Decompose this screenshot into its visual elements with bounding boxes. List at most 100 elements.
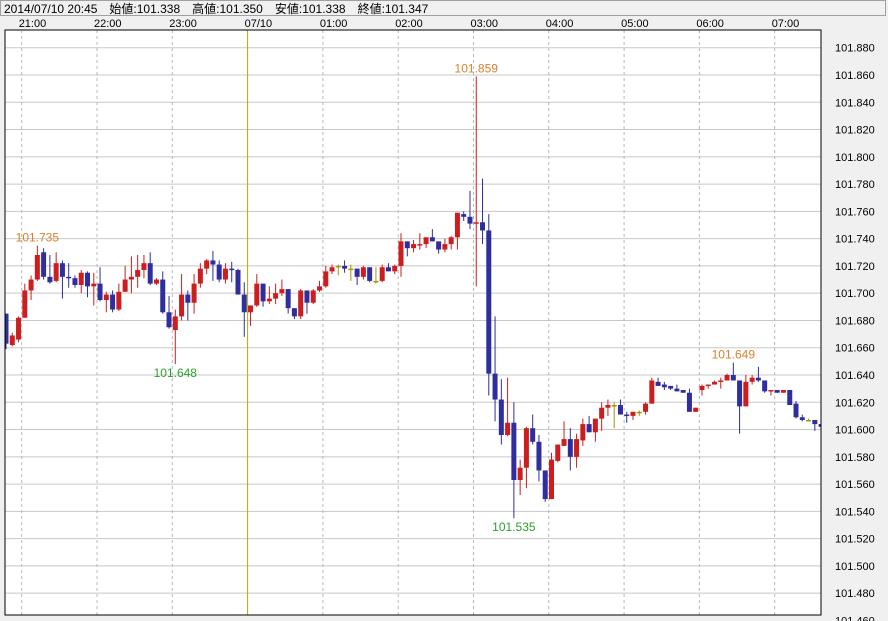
candle-body — [705, 384, 711, 387]
candle-body — [97, 283, 103, 300]
candle — [128, 256, 134, 294]
candle-body — [523, 428, 529, 468]
candle-body — [530, 428, 536, 442]
candle-body — [72, 278, 78, 285]
candle — [91, 272, 97, 306]
candle-body — [317, 286, 322, 291]
candle-body — [197, 268, 203, 284]
candle — [116, 283, 122, 311]
candle — [429, 229, 435, 242]
candle-body — [41, 252, 47, 277]
candle — [85, 271, 91, 298]
candle-body — [699, 385, 705, 390]
x-tick-label: 05:00 — [621, 18, 649, 30]
grid — [5, 30, 821, 615]
candle-body — [248, 305, 254, 313]
candle-body — [85, 272, 91, 287]
candle — [285, 289, 291, 314]
candle — [16, 316, 22, 343]
candle — [730, 362, 736, 381]
candle-body — [260, 283, 266, 302]
candle-body — [185, 294, 191, 303]
plot-border — [4, 29, 822, 616]
candle-body — [122, 279, 128, 292]
candle-body — [147, 263, 153, 284]
low-readout: 安値:101.338 — [274, 2, 346, 16]
candle-body — [266, 298, 272, 302]
candle-body — [542, 470, 548, 500]
candle-body — [498, 399, 504, 435]
candle-body — [561, 439, 567, 446]
candle — [398, 233, 404, 277]
candle-body — [605, 405, 611, 408]
candle-body — [536, 441, 542, 471]
candle-body — [661, 384, 667, 388]
candle — [693, 407, 699, 412]
candle-body — [348, 268, 354, 271]
candle — [611, 402, 617, 429]
y-tick-label: 101.740 — [835, 234, 875, 246]
candle-body — [160, 279, 166, 313]
candle-body — [636, 411, 642, 414]
candle — [172, 309, 178, 365]
candle — [103, 291, 109, 313]
y-tick-label: 101.720 — [835, 261, 875, 273]
candle — [555, 444, 561, 463]
plot-area — [5, 30, 821, 615]
candle — [473, 76, 479, 287]
candle — [273, 283, 279, 305]
candle-body — [480, 222, 486, 231]
x-tick-label: 23:00 — [169, 18, 197, 30]
candle-body — [567, 439, 573, 457]
candle — [643, 402, 649, 415]
candle — [166, 295, 172, 329]
candle-body — [574, 439, 580, 457]
candle — [197, 263, 203, 288]
candle — [34, 245, 40, 281]
candle — [141, 255, 147, 279]
candle — [505, 377, 511, 437]
candle — [818, 422, 821, 430]
candle-body — [793, 403, 799, 418]
low-price-label: 101.648 — [154, 366, 198, 380]
open-readout: 始値:101.338 — [109, 2, 181, 16]
candle — [580, 418, 586, 446]
candle-body — [66, 276, 72, 279]
candle-body — [686, 392, 692, 412]
candle-body — [273, 293, 279, 299]
candle — [812, 420, 818, 431]
y-tick-label: 101.700 — [835, 288, 875, 300]
y-tick-label: 101.820 — [835, 125, 875, 137]
candle — [97, 267, 103, 302]
candle-body — [222, 268, 228, 280]
candle-body — [693, 407, 699, 412]
x-tick-label: 06:00 — [696, 18, 724, 30]
candle-body — [59, 263, 65, 277]
x-tick-label: 21:00 — [19, 18, 47, 30]
candle-body — [461, 214, 467, 217]
candle-body — [354, 268, 360, 277]
candle-body — [34, 255, 40, 280]
candle — [317, 280, 322, 292]
candle — [354, 268, 360, 285]
candle — [806, 418, 812, 422]
candle — [511, 402, 517, 519]
candle — [686, 388, 692, 412]
candle — [743, 375, 749, 407]
candle-body — [91, 283, 97, 287]
candle — [536, 435, 542, 482]
candle — [310, 289, 316, 305]
candle — [561, 421, 567, 446]
candle-body — [367, 267, 373, 281]
candle-body — [492, 373, 498, 400]
candle-body — [279, 289, 285, 294]
candle-body — [204, 260, 210, 269]
candle — [668, 385, 674, 390]
candle-body — [655, 381, 661, 386]
candle — [392, 264, 398, 275]
candle — [348, 264, 354, 281]
candle — [680, 390, 686, 393]
candle-body — [806, 420, 812, 422]
candle-body — [586, 424, 592, 433]
